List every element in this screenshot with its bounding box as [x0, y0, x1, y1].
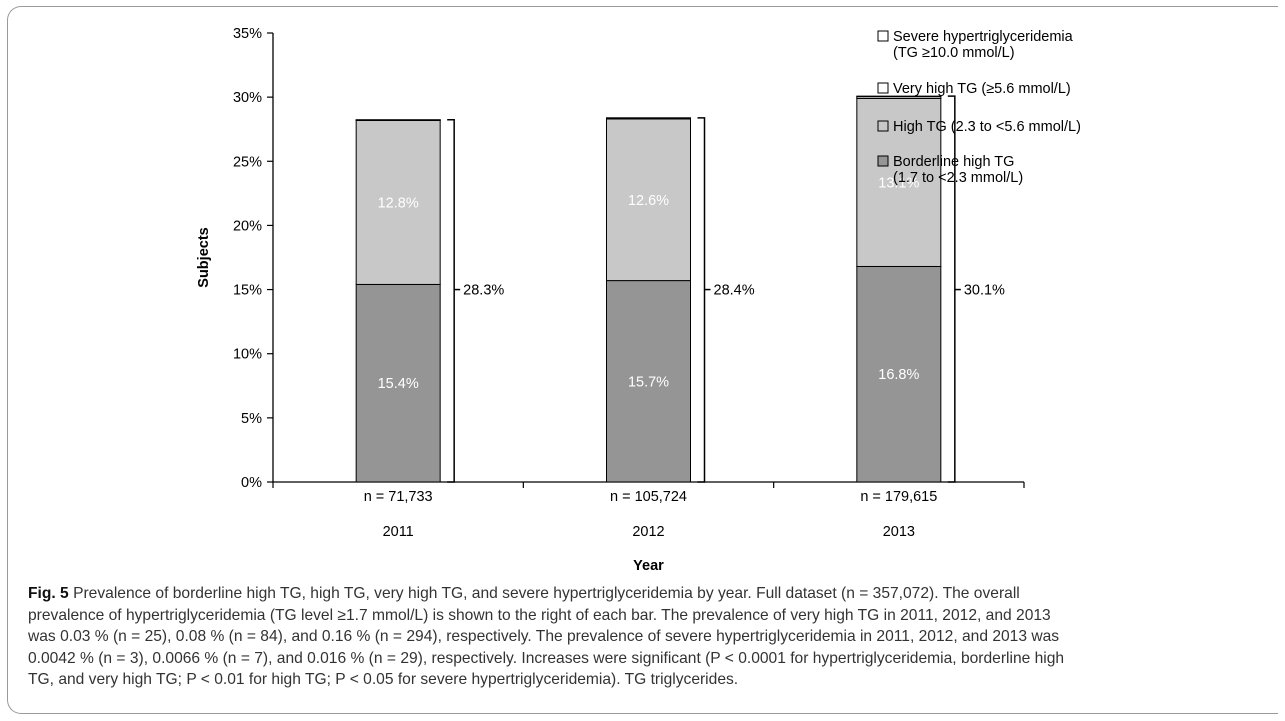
legend-label: Severe hypertriglyceridemia: [893, 29, 1074, 45]
x-tick-label: 2013: [883, 524, 915, 540]
legend-label: Borderline high TG: [893, 154, 1014, 170]
data-labels: 15.4% 12.8% 28.3% 15.7% 12.6% 28.4% 16.8% 13.1%…: [378, 95, 1005, 483]
y-tick-label: 5%: [241, 411, 262, 427]
legend-label-line2: (TG ≥10.0 mmol/L): [893, 45, 1015, 61]
y-axis-label: Subjects: [196, 227, 212, 287]
y-tick-label: 25%: [233, 154, 262, 170]
caption-line-1: Fig. 5 Prevalence of borderline high TG,…: [28, 583, 1263, 605]
segment-value-label: 13.1%: [878, 175, 919, 191]
total-bracket: [697, 117, 706, 483]
y-tick-label: 0%: [241, 475, 262, 491]
y-tick-label: 10%: [233, 347, 262, 363]
total-label: 28.3%: [463, 283, 504, 299]
y-tick-label: 35%: [233, 26, 262, 42]
segment-value-label: 15.7%: [628, 374, 669, 390]
segment-value-label: 15.4%: [378, 376, 419, 392]
figure-label: Fig. 5: [28, 585, 69, 602]
sample-size-label: n = 179,615: [860, 489, 937, 505]
bar-segment: [856, 97, 942, 267]
caption-line-4: 0.0042 % (n = 3), 0.0066 % (n = 7), and …: [28, 649, 1065, 667]
y-tick-label: 15%: [233, 283, 262, 299]
x-axis: n = 71,733 2011 n = 105,724 2012 n = 179,615…: [272, 481, 1025, 574]
segment-value-label: 12.6%: [628, 193, 669, 209]
caption-line-3: was 0.03 % (n = 25), 0.08 % (n = 84), an…: [28, 628, 1060, 645]
legend-label: High TG (2.3 to <5.6 mmol/L): [893, 119, 1081, 135]
bar-segment: [355, 283, 441, 483]
bar-segment: [355, 119, 441, 285]
bar-segment: [606, 280, 691, 483]
bar-segment: [856, 265, 942, 483]
total-label: 28.4%: [714, 283, 755, 299]
bar-segment: [856, 95, 942, 98]
caption-text-1: Prevalence of borderline high TG, high T…: [73, 585, 1020, 602]
bars: [355, 95, 942, 483]
caption-line-5: TG, and very high TG; P < 0.01 for high …: [28, 671, 739, 688]
x-tick-label: 2011: [383, 524, 414, 540]
figure-caption: Fig. 5 Prevalence of borderline high TG,…: [28, 583, 1263, 691]
bar-segment: [606, 117, 691, 119]
segment-value-label: 16.8%: [878, 367, 919, 383]
y-tick-label: 30%: [233, 90, 262, 106]
legend-label: Very high TG (≥5.6 mmol/L): [893, 81, 1071, 97]
total-label: 30.1%: [964, 283, 1005, 299]
legend-swatch: [877, 30, 889, 42]
legend: Severe hypertriglyceridemia(TG ≥10.0 mmo…: [877, 29, 1081, 186]
sample-size-label: n = 105,724: [610, 489, 687, 505]
legend-swatch: [877, 82, 889, 94]
bar-segment: [355, 119, 441, 121]
total-bracket: [947, 95, 956, 483]
bar-segment: [606, 118, 691, 282]
legend-swatch: [877, 155, 889, 167]
x-axis-label: Year: [633, 558, 664, 574]
x-tick-label: 2012: [632, 524, 664, 540]
figure-frame: [7, 6, 1278, 714]
caption-line-2: prevalence of hypertriglyceridemia (TG l…: [28, 606, 1051, 624]
y-tick-label: 20%: [233, 218, 262, 234]
segment-value-label: 12.8%: [378, 195, 419, 211]
legend-label-line2: (1.7 to <2.3 mmol/L): [893, 170, 1023, 186]
total-bracket: [447, 119, 455, 483]
y-axis: 0% 5% 10% 15% 20% 25% 30% 35% Subjects: [196, 26, 274, 491]
sample-size-label: n = 71,733: [364, 489, 433, 505]
legend-swatch: [877, 120, 889, 132]
